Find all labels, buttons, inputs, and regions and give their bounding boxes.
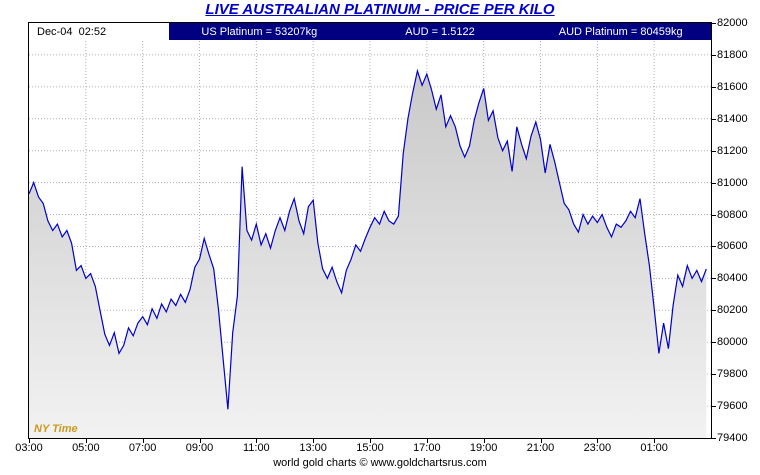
x-axis-tick (256, 439, 258, 443)
y-axis-tick-label: 81200 (717, 144, 748, 157)
x-axis-tick (29, 439, 30, 443)
y-axis-tick (712, 310, 716, 312)
y-axis-tick (712, 278, 716, 280)
x-axis-tick (85, 439, 87, 443)
y-axis-tick (712, 406, 716, 408)
page-title: LIVE AUSTRALIAN PLATINUM - PRICE PER KIL… (205, 1, 555, 18)
y-axis-tick-label: 80600 (717, 240, 748, 253)
y-axis-tick-label: 79400 (717, 432, 748, 444)
x-axis-tick-label: 03:00 (15, 442, 43, 454)
y-axis-tick (712, 118, 716, 120)
ny-time-label: NY Time (34, 423, 78, 435)
y-axis-tick-label: 81600 (717, 80, 748, 93)
x-axis-tick-label: 09:00 (185, 442, 214, 454)
datetime-label: Dec-04 02:52 (29, 23, 169, 40)
y-axis-tick (712, 342, 716, 344)
y-axis-tick (712, 374, 716, 376)
x-axis-tick-label: 19:00 (469, 442, 498, 454)
y-axis-tick (712, 182, 716, 184)
x-axis-tick (540, 439, 542, 443)
y-axis-tick (712, 214, 716, 216)
y-axis-tick-label: 80800 (717, 208, 748, 221)
footer-credit: world gold charts © www.goldchartsrus.co… (273, 457, 487, 469)
y-axis-tick-label: 82000 (717, 17, 748, 29)
info-bar: Dec-04 02:52 US Platinum = 53207kg AUD =… (29, 23, 711, 40)
us-platinum-value: US Platinum = 53207kg (201, 25, 318, 38)
aud-platinum-value: AUD Platinum = 80459kg (558, 25, 683, 38)
x-axis-tick (426, 439, 428, 443)
y-axis-tick-label: 81000 (717, 176, 748, 189)
y-axis-tick (712, 246, 716, 248)
plot-area: Dec-04 02:52 US Platinum = 53207kg AUD =… (28, 22, 712, 439)
x-axis-tick-label: 01:00 (640, 442, 668, 454)
y-axis-tick-label: 80400 (717, 272, 748, 285)
price-area-chart (29, 23, 711, 438)
y-axis-tick (712, 438, 716, 439)
y-axis-tick-label: 80000 (717, 336, 748, 349)
aud-exchange-rate-value: AUD = 1.5122 (405, 25, 475, 38)
x-axis-tick (199, 439, 201, 443)
x-axis-tick-label: 05:00 (72, 442, 100, 454)
y-axis-tick-label: 79600 (717, 400, 748, 413)
x-axis-tick (370, 439, 371, 443)
y-axis-tick (712, 54, 716, 56)
x-axis-tick (313, 439, 315, 443)
y-axis-tick (712, 23, 716, 24)
x-axis-tick (597, 439, 599, 443)
x-axis-tick-label: 07:00 (128, 442, 157, 454)
x-axis-tick-label: 11:00 (242, 442, 270, 454)
x-axis-tick (483, 439, 485, 443)
x-axis-tick-label: 21:00 (526, 442, 555, 454)
x-axis-tick (654, 439, 656, 443)
y-axis-tick (712, 86, 716, 88)
x-axis-tick-label: 17:00 (413, 442, 441, 454)
x-axis-tick-label: 13:00 (299, 442, 327, 454)
x-axis-tick-label: 15:00 (356, 442, 384, 454)
y-axis-tick-label: 80200 (717, 304, 748, 317)
y-axis-tick (712, 150, 716, 152)
y-axis-tick-label: 79800 (717, 368, 748, 381)
y-axis-tick-label: 81800 (717, 48, 748, 61)
y-axis-tick-label: 81400 (717, 112, 748, 125)
x-axis-tick-label: 23:00 (583, 442, 612, 454)
x-axis-tick (142, 439, 144, 443)
